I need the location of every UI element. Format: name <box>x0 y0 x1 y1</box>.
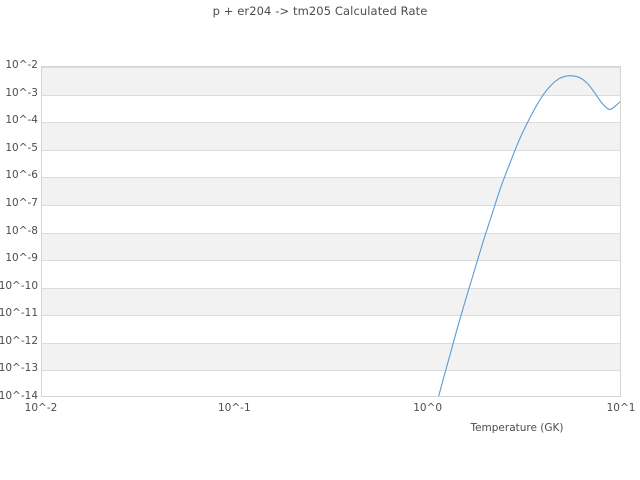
gridline-y <box>42 260 620 261</box>
y-tick-label: 10^-13 <box>0 362 38 375</box>
gridline-band <box>42 232 620 261</box>
gridline-y <box>42 150 620 151</box>
gridline-y <box>42 205 620 206</box>
gridline-y <box>42 67 620 68</box>
y-tick-label: 10^-3 <box>5 86 38 99</box>
y-tick-label: 10^-7 <box>5 196 38 209</box>
y-tick-label: 10^-4 <box>5 114 38 127</box>
gridline-y <box>42 122 620 123</box>
plot-area <box>41 66 621 397</box>
x-tick-label: 10^-2 <box>24 402 58 414</box>
gridline-y <box>42 95 620 96</box>
x-tick-label: 10^0 <box>413 402 443 414</box>
y-tick-label: 10^-6 <box>5 169 38 182</box>
x-tick-label: 10^1 <box>606 402 636 414</box>
y-tick-label: 10^-10 <box>0 279 38 292</box>
rate-curve-path <box>438 75 620 396</box>
gridline-y <box>42 315 620 316</box>
y-tick-label: 10^-5 <box>5 141 38 154</box>
gridline-band <box>42 122 620 150</box>
gridline-band <box>42 67 620 95</box>
y-tick-label: 10^-14 <box>0 390 38 402</box>
y-tick-label: 10^-2 <box>5 59 38 71</box>
y-tick-label: 10^-11 <box>0 307 38 320</box>
gridline-band <box>42 177 620 205</box>
gridline-y <box>42 370 620 371</box>
chart-title: p + er204 -> tm205 Calculated Rate <box>212 4 428 18</box>
y-tick-label: 10^-8 <box>5 224 38 237</box>
y-tick-label: 10^-9 <box>5 252 38 265</box>
y-tick-label: 10^-12 <box>0 334 38 347</box>
gridline-band <box>42 287 620 316</box>
gridline-y <box>42 288 620 289</box>
x-tick-label: 10^-1 <box>218 402 251 414</box>
gridline-y <box>42 233 620 234</box>
gridline-y <box>42 177 620 178</box>
rate-curve-series <box>438 75 620 396</box>
x-axis-label: Temperature (GK) <box>470 422 564 434</box>
gridline-y <box>42 343 620 344</box>
gridline-band <box>42 342 620 371</box>
